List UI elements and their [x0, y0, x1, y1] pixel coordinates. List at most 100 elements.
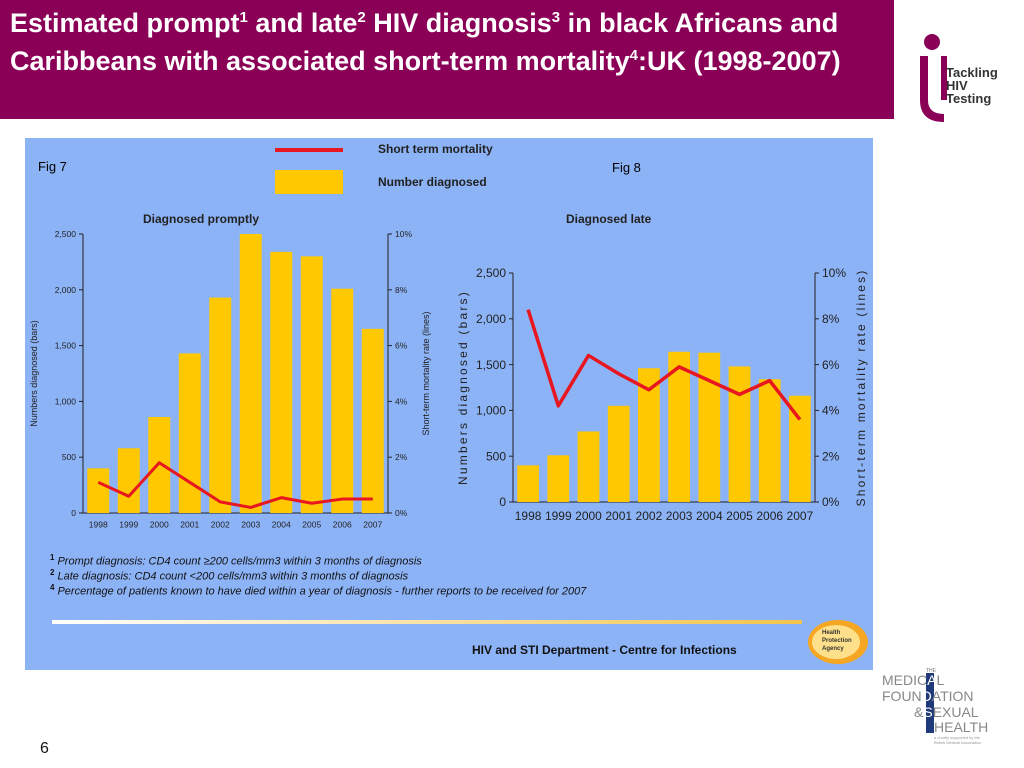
- title-bar: Estimated prompt1 and late2 HIV diagnosi…: [0, 0, 894, 119]
- x-tick-label: 2007: [363, 520, 382, 530]
- bar-2000: [148, 417, 171, 513]
- x-tick-label: 2004: [272, 520, 291, 530]
- bar-2007: [361, 328, 384, 513]
- y2-tick-label: 6%: [395, 341, 408, 351]
- y-tick-label: 2,000: [55, 285, 77, 295]
- mfsh-logo: THE MEDICAL FOUNDATION &SEXUAL HEALTH a …: [882, 668, 988, 745]
- x-tick-label: 1998: [89, 520, 108, 530]
- y2-tick-label: 4%: [822, 404, 840, 418]
- x-tick-label: 2007: [787, 509, 814, 523]
- title-segment: Estimated prompt: [10, 8, 240, 38]
- bar-2003: [239, 234, 262, 513]
- x-tick-label: 2005: [302, 520, 321, 530]
- y-axis-title: Numbers diagnosed (bars): [456, 290, 470, 485]
- bar-2004: [270, 251, 293, 513]
- divider-line: [52, 620, 802, 624]
- y2-axis-title: Short-term mortality rate (lines): [421, 311, 431, 435]
- logo-dot-icon: [924, 34, 940, 50]
- fig7-label: Fig 7: [38, 159, 67, 174]
- legend-line-label: Short term mortality: [378, 142, 493, 156]
- x-tick-label: 2006: [756, 509, 783, 523]
- bar-1998: [87, 468, 110, 513]
- mortality-line: [97, 461, 373, 509]
- bar-2005: [728, 366, 751, 502]
- x-tick-label: 1998: [515, 509, 542, 523]
- y-tick-label: 2,000: [476, 312, 506, 326]
- y-tick-label: 500: [486, 449, 506, 463]
- x-tick-label: 1999: [545, 509, 572, 523]
- x-tick-label: 2003: [241, 520, 260, 530]
- hpa-logo: Health Protection Agency: [808, 620, 868, 664]
- y2-tick-label: 2%: [395, 452, 408, 462]
- hpa-line-1: Health: [822, 630, 841, 636]
- x-tick-label: 2001: [180, 520, 199, 530]
- legend-bar-swatch: [275, 170, 343, 194]
- fig8-label: Fig 8: [612, 160, 641, 175]
- bar-2001: [178, 353, 201, 513]
- tackling-hiv-testing-logo: [920, 34, 947, 122]
- bar-2007: [789, 395, 811, 502]
- title-segment: :UK (1998-2007): [638, 46, 841, 76]
- slide-title: Estimated prompt1 and late2 HIV diagnosi…: [10, 4, 890, 80]
- x-tick-label: 2001: [605, 509, 632, 523]
- logo-line-2: HIV: [946, 78, 968, 93]
- y2-tick-label: 6%: [822, 358, 840, 372]
- y2-tick-label: 4%: [395, 396, 408, 406]
- svg-text:MEDICAL: MEDICAL: [882, 672, 944, 688]
- legend-bar-label: Number diagnosed: [378, 175, 487, 189]
- bar-2006: [758, 379, 781, 502]
- y2-tick-label: 8%: [822, 312, 840, 326]
- footnote-4: 4 Percentage of patients known to have di…: [50, 583, 587, 598]
- mfsh-prefix: THE: [926, 668, 937, 674]
- svg-text:HEALTH: HEALTH: [934, 719, 988, 735]
- chart-diagnosed-promptly: 0 500 1,000 1,500 2,000 2,500 0% 2% 4% 6% 8% 10% 199…: [29, 229, 431, 530]
- title-footnote-ref: 4: [629, 47, 638, 64]
- x-tick-label: 1999: [119, 520, 138, 530]
- y2-tick-label: 2%: [822, 449, 840, 463]
- title-footnote-ref: 1: [239, 9, 248, 26]
- chart1-title: Diagnosed promptly: [143, 212, 260, 226]
- bar-1998: [517, 465, 539, 502]
- x-tick-label: 2005: [726, 509, 753, 523]
- bar-2003: [668, 351, 690, 502]
- title-segment: in black Africans and Caribbeans with as…: [10, 8, 839, 76]
- bar-2002: [209, 297, 232, 513]
- y-tick-label: 0: [71, 508, 76, 518]
- title-segment: and late: [247, 8, 358, 38]
- chart-diagnosed-late: 0 500 1,000 1,500 2,000 2,500 0% 2% 4% 6% 8% 10% 199…: [456, 266, 868, 523]
- bar-2005: [300, 256, 323, 513]
- bar-1999: [547, 455, 570, 502]
- bar-1999: [117, 448, 140, 513]
- x-tick-label: 2004: [696, 509, 723, 523]
- y-tick-label: 0: [499, 495, 506, 509]
- footnote-2: 2 Late diagnosis: CD4 count <200 cells/mm…: [50, 568, 409, 583]
- hpa-line-3: Agency: [822, 646, 844, 652]
- y-tick-label: 2,500: [55, 229, 77, 239]
- department-label: HIV and STI Department - Centre for Infe…: [472, 643, 737, 657]
- y-axis-title: Numbers diagnosed (bars): [29, 320, 39, 427]
- bar-2000: [577, 431, 600, 502]
- y2-tick-label: 8%: [395, 285, 408, 295]
- x-tick-label: 2000: [150, 520, 169, 530]
- bar-2001: [607, 405, 630, 502]
- title-footnote-ref: 3: [551, 9, 561, 26]
- bar-2002: [638, 368, 660, 502]
- hpa-line-2: Protection: [822, 638, 852, 644]
- chart2-title: Diagnosed late: [566, 212, 652, 226]
- footnote-1: 1 Prompt diagnosis: CD4 count ≥200 cells/…: [50, 553, 422, 568]
- x-tick-label: 2002: [636, 509, 663, 523]
- title-footnote-ref: 2: [357, 9, 366, 26]
- y2-tick-label: 0%: [822, 495, 840, 509]
- x-tick-label: 2000: [575, 509, 602, 523]
- page-number: 6: [40, 740, 49, 757]
- svg-text:FOUNDATION: FOUNDATION: [882, 688, 974, 704]
- svg-text:&SEXUAL: &SEXUAL: [914, 704, 979, 720]
- mortality-line: [526, 309, 802, 421]
- y-tick-label: 2,500: [476, 266, 506, 280]
- x-tick-label: 2002: [211, 520, 230, 530]
- legend-swatches: [275, 148, 343, 194]
- y2-tick-label: 10%: [822, 266, 846, 280]
- x-tick-label: 2003: [666, 509, 693, 523]
- y-tick-label: 1,500: [55, 341, 77, 351]
- y-tick-label: 1,000: [55, 396, 77, 406]
